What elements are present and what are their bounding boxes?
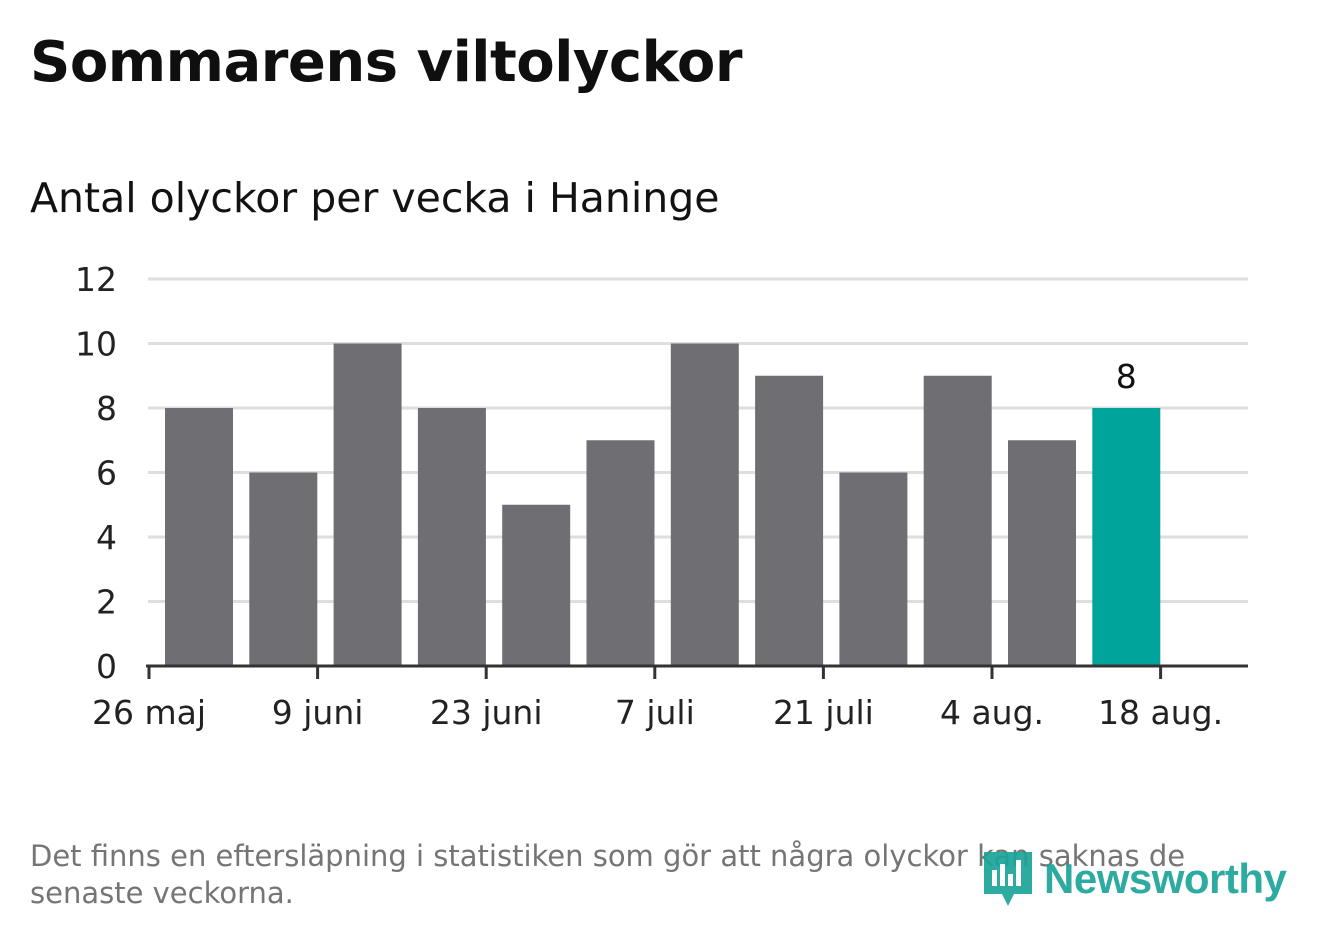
bar [502,504,571,666]
x-tick-label: 21 juli [773,693,874,732]
bar [755,375,824,666]
bar [839,472,908,666]
bar [670,343,739,666]
x-tick-label: 26 maj [92,693,206,732]
bar [1092,408,1161,666]
logo-text: Newsworthy [1044,855,1287,902]
bar [333,343,402,666]
y-tick-label: 10 [75,325,117,364]
y-tick-label: 0 [96,647,117,686]
y-tick-label: 12 [75,260,117,299]
newsworthy-logo-icon [984,852,1032,906]
y-tick-label: 6 [96,454,117,493]
x-tick-label: 18 aug. [1098,693,1223,732]
y-tick-label: 2 [96,583,117,622]
bar-chart: 0 2 4 6 8 10 12 8 26 maj 9 juni 23 juni 7 juli 21 ju… [75,260,1248,732]
bar [249,472,318,666]
newsworthy-logo[interactable]: Newsworthy [980,848,1287,910]
y-tick-label: 4 [96,518,117,557]
data-label: 8 [1116,357,1137,396]
bar [586,440,655,666]
bar [165,408,233,666]
chart-subtitle: Antal olyckor per vecka i Haninge [30,174,720,222]
chart-title: Sommarens viltolyckor [30,30,742,95]
bar [923,375,992,666]
bar [1008,440,1076,666]
y-tick-label: 8 [96,389,117,428]
x-tick-label: 4 aug. [940,693,1044,732]
x-tick-label: 7 juli [615,693,695,732]
bar [417,408,486,666]
x-tick-label: 23 juni [430,693,543,732]
x-tick-label: 9 juni [272,693,364,732]
